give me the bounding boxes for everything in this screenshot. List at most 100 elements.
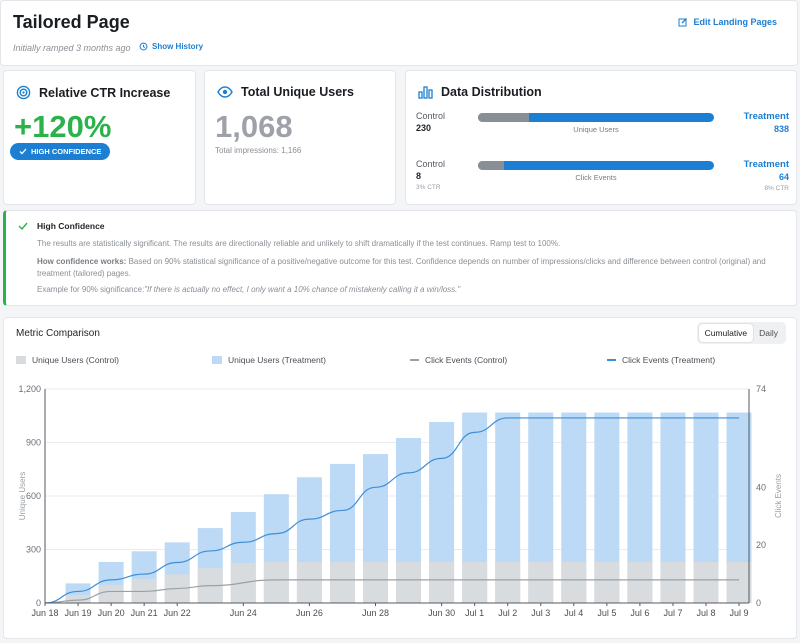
show-history-label: Show History	[152, 42, 204, 51]
y-tick-label: 900	[26, 438, 41, 448]
check-icon	[19, 148, 27, 155]
page-header: Tailored Page Initially ramped 3 months …	[0, 0, 798, 66]
x-tick-label: Jul 6	[630, 608, 649, 618]
x-tick-label: Jul 4	[564, 608, 583, 618]
total-users-card: Total Unique Users 1,068 Total impressio…	[204, 70, 396, 205]
legend-swatch	[16, 356, 26, 364]
x-tick-label: Jun 18	[31, 608, 58, 618]
x-tick-label: Jul 9	[730, 608, 749, 618]
confidence-header: High Confidence	[18, 221, 105, 231]
confidence-example: Example for 90% significance:"If there i…	[37, 284, 787, 296]
x-tick-label: Jun 26	[296, 608, 323, 618]
distribution-bar	[478, 161, 714, 170]
bar-users-control	[462, 561, 488, 603]
x-tick-label: Jun 30	[428, 608, 455, 618]
confidence-badge-label: HIGH CONFIDENCE	[31, 147, 102, 156]
confidence-example-quote: "If there is actually no effect, I only …	[144, 285, 461, 294]
total-users-header: Total Unique Users	[217, 85, 354, 99]
relative-ctr-title: Relative CTR Increase	[39, 85, 171, 100]
control-label: Control	[416, 111, 446, 121]
treatment-label: Treatment	[743, 159, 789, 170]
confidence-panel: High Confidence The results are statisti…	[3, 210, 797, 306]
confidence-summary: The results are statistically significan…	[37, 239, 561, 248]
line-clicks-treatment	[44, 417, 740, 604]
control-value: 8	[416, 171, 422, 181]
treatment-value: 838	[773, 124, 789, 134]
bar-users-control	[627, 561, 653, 603]
treatment-label: Treatment	[743, 111, 789, 122]
eye-icon	[217, 86, 233, 98]
x-tick-label: Jun 22	[164, 608, 191, 618]
legend-item-clicks-control[interactable]: Click Events (Control)	[410, 355, 507, 365]
history-icon	[139, 42, 148, 51]
relative-ctr-card: Relative CTR Increase +120%	[3, 70, 196, 205]
treatment-value: 64	[778, 172, 789, 182]
y-axis-title: Unique Users	[18, 472, 27, 520]
y2-tick-label: 20	[756, 540, 766, 550]
toggle-daily[interactable]: Daily	[759, 328, 778, 338]
relative-ctr-value: +120%	[14, 109, 112, 144]
ramp-timestamp: Initially ramped 3 months ago	[13, 43, 131, 53]
target-icon	[16, 85, 31, 100]
edit-landing-pages-button[interactable]: Edit Landing Pages	[678, 17, 777, 27]
total-users-title: Total Unique Users	[241, 85, 354, 99]
y-tick-label: 0	[36, 598, 41, 608]
treatment-ctr: 8% CTR	[764, 185, 789, 192]
x-tick-label: Jul 3	[531, 608, 550, 618]
legend-item-users-control[interactable]: Unique Users (Control)	[16, 355, 119, 365]
bar-users-control	[363, 561, 388, 603]
bar-users-control	[693, 561, 719, 603]
legend-label: Click Events (Treatment)	[622, 355, 716, 365]
relative-ctr-header: Relative CTR Increase	[16, 85, 170, 100]
legend-label: Click Events (Control)	[425, 355, 508, 365]
view-toggle: Cumulative Daily	[696, 322, 786, 344]
confidence-explanation-heading: How confidence works:	[37, 257, 127, 266]
legend-label: Unique Users (Control)	[32, 355, 119, 365]
bar-users-control	[561, 561, 587, 603]
confidence-badge: HIGH CONFIDENCE	[10, 142, 111, 160]
x-tick-label: Jun 28	[362, 608, 389, 618]
x-tick-label: Jun 20	[98, 608, 125, 618]
control-fill	[478, 161, 505, 170]
bar-users-control	[263, 561, 289, 603]
legend-label: Unique Users (Treatment)	[228, 355, 326, 365]
x-tick-label: Jun 24	[230, 608, 257, 618]
data-distribution-header: Data Distribution	[418, 85, 542, 99]
y-tick-label: 600	[26, 491, 41, 501]
bar-users-control	[296, 561, 322, 603]
bar-users-control	[429, 561, 455, 603]
legend-swatch	[607, 359, 616, 361]
x-tick-label: Jul 8	[696, 608, 715, 618]
show-history-link[interactable]: Show History	[139, 42, 203, 51]
total-users-value: 1,068	[215, 109, 293, 144]
y-tick-label: 300	[26, 545, 41, 555]
y-tick-label: 1,200	[18, 384, 41, 394]
distribution-metric: Click Events	[575, 173, 617, 182]
total-impressions: Total impressions: 1,166	[215, 146, 302, 155]
legend-swatch	[212, 356, 222, 364]
y2-axis-title: Click Events	[774, 474, 783, 518]
legend-item-clicks-treatment[interactable]: Click Events (Treatment)	[607, 355, 715, 365]
bar-users-control	[65, 594, 91, 603]
metric-comparison-chart: 0 300 600 900 1,200 0 20 40 74 Unique Users Click …	[18, 384, 783, 618]
bar-users-control	[594, 561, 620, 603]
legend-item-users-treatment[interactable]: Unique Users (Treatment)	[212, 355, 326, 365]
distribution-bar	[478, 113, 714, 122]
bar-users-control	[329, 561, 355, 603]
chart-title: Metric Comparison	[16, 328, 100, 339]
distribution-row-users: Control 230 Unique Users Treatment 838	[416, 111, 789, 151]
control-ctr: 3% CTR	[416, 184, 441, 191]
distribution-row-clicks: Control 8 3% CTR Click Events Treatment 64 8…	[416, 159, 789, 199]
y2-tick-label: 74	[756, 384, 766, 394]
control-label: Control	[416, 159, 446, 169]
bar-chart-icon	[418, 85, 433, 99]
bar-users-control	[98, 585, 124, 603]
distribution-metric: Unique Users	[573, 125, 619, 134]
toggle-cumulative[interactable]: Cumulative	[698, 324, 754, 342]
data-distribution-card: Data Distribution Control 230 Unique User…	[405, 70, 797, 205]
x-tick-label: Jul 7	[663, 608, 682, 618]
bar-users-control	[660, 561, 686, 603]
x-tick-label: Jun 21	[131, 608, 158, 618]
y2-tick-label: 0	[756, 598, 761, 608]
page-title: Tailored Page	[13, 12, 130, 32]
